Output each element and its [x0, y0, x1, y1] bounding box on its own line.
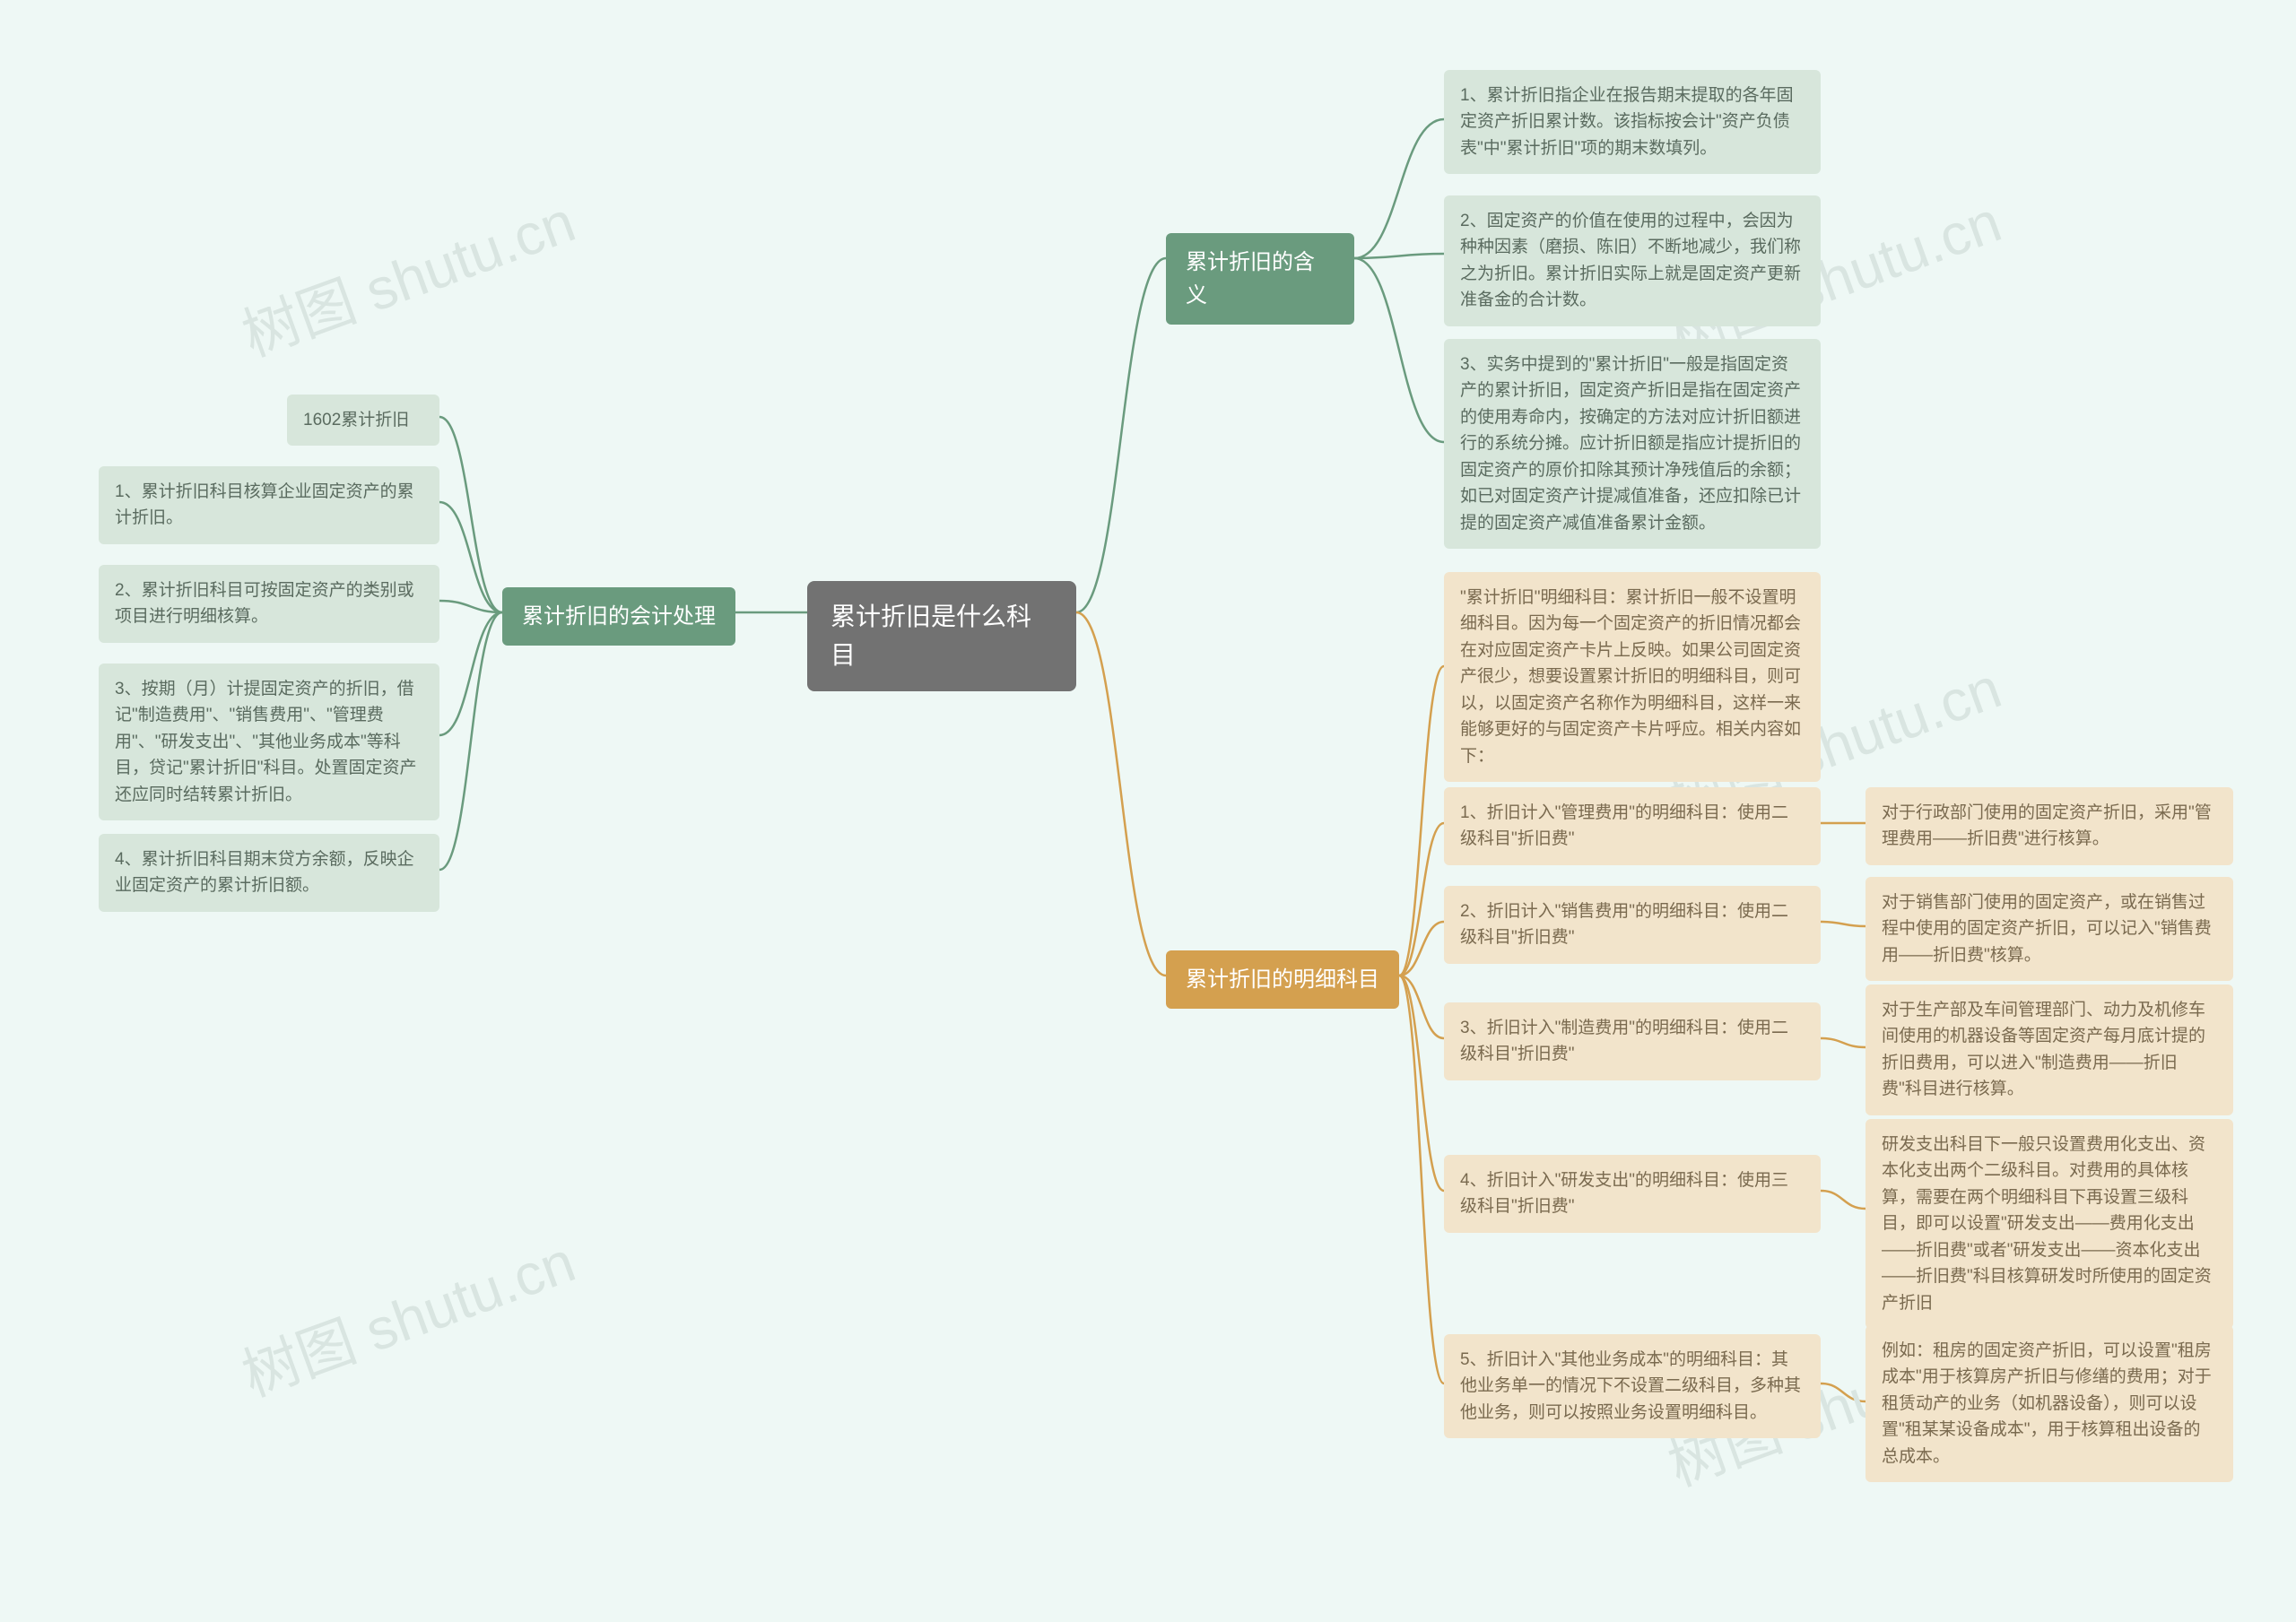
leaf-node[interactable]: 4、折旧计入"研发支出"的明细科目：使用三级科目"折旧费" [1444, 1155, 1821, 1233]
leaf-node[interactable]: 1、折旧计入"管理费用"的明细科目：使用二级科目"折旧费" [1444, 787, 1821, 865]
leaf-node[interactable]: 1、累计折旧科目核算企业固定资产的累计折旧。 [99, 466, 439, 544]
mindmap-canvas: 树图 shutu.cn树图 shutu.cn树图 shutu.cn树图 shut… [0, 0, 2296, 1622]
leaf-node[interactable]: 1602累计折旧 [287, 395, 439, 446]
watermark: 树图 shutu.cn [230, 176, 585, 372]
leaf-node[interactable]: 对于销售部门使用的固定资产，或在销售过程中使用的固定资产折旧，可以记入"销售费用… [1866, 877, 2233, 981]
leaf-node[interactable]: 2、折旧计入"销售费用"的明细科目：使用二级科目"折旧费" [1444, 886, 1821, 964]
leaf-node[interactable]: 3、按期（月）计提固定资产的折旧，借记"制造费用"、"销售费用"、"管理费用"、… [99, 664, 439, 820]
leaf-node[interactable]: 例如：租房的固定资产折旧，可以设置"租房成本"用于核算房产折旧与修缮的费用；对于… [1866, 1325, 2233, 1482]
branch-node[interactable]: 累计折旧的含义 [1166, 233, 1354, 325]
leaf-node[interactable]: 研发支出科目下一般只设置费用化支出、资本化支出两个二级科目。对费用的具体核算，需… [1866, 1119, 2233, 1329]
leaf-node[interactable]: 1、累计折旧指企业在报告期末提取的各年固定资产折旧累计数。该指标按会计"资产负债… [1444, 70, 1821, 174]
leaf-node[interactable]: 5、折旧计入"其他业务成本"的明细科目：其他业务单一的情况下不设置二级科目，多种… [1444, 1334, 1821, 1438]
root-node[interactable]: 累计折旧是什么科目 [807, 581, 1076, 691]
leaf-node[interactable]: 对于生产部及车间管理部门、动力及机修车间使用的机器设备等固定资产每月底计提的折旧… [1866, 984, 2233, 1115]
leaf-node[interactable]: 2、累计折旧科目可按固定资产的类别或项目进行明细核算。 [99, 565, 439, 643]
leaf-node[interactable]: 4、累计折旧科目期末贷方余额，反映企业固定资产的累计折旧额。 [99, 834, 439, 912]
branch-node[interactable]: 累计折旧的会计处理 [502, 587, 735, 646]
branch-node[interactable]: 累计折旧的明细科目 [1166, 950, 1399, 1009]
watermark: 树图 shutu.cn [230, 1216, 585, 1412]
leaf-node[interactable]: 对于行政部门使用的固定资产折旧，采用"管理费用——折旧费"进行核算。 [1866, 787, 2233, 865]
leaf-node[interactable]: 3、折旧计入"制造费用"的明细科目：使用二级科目"折旧费" [1444, 1002, 1821, 1080]
leaf-node[interactable]: "累计折旧"明细科目：累计折旧一般不设置明细科目。因为每一个固定资产的折旧情况都… [1444, 572, 1821, 782]
leaf-node[interactable]: 2、固定资产的价值在使用的过程中，会因为种种因素（磨损、陈旧）不断地减少，我们称… [1444, 195, 1821, 326]
leaf-node[interactable]: 3、实务中提到的"累计折旧"一般是指固定资产的累计折旧，固定资产折旧是指在固定资… [1444, 339, 1821, 549]
